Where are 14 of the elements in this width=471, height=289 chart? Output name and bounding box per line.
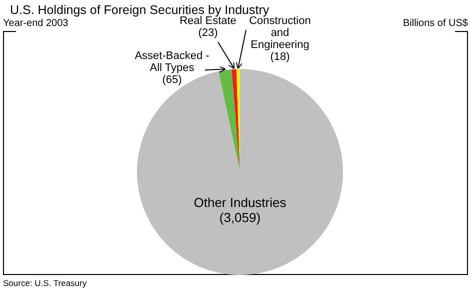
slice-label: Construction and Engineering <box>249 15 311 51</box>
data-label: (65) <box>162 74 182 86</box>
pie-slice <box>218 69 240 172</box>
source-note: Source: U.S. Treasury <box>3 278 88 288</box>
slice-label: Other Industries <box>194 195 287 210</box>
slice-label: Asset-Backed - All Types <box>134 50 210 74</box>
text: Year-end 2003 <box>3 18 69 29</box>
pie-slice <box>232 69 240 172</box>
slice-label: Real Estate <box>180 15 236 27</box>
text: Billions of US$ <box>402 18 468 29</box>
data-label: (18) <box>270 51 290 63</box>
data-label: (23) <box>198 27 218 39</box>
data-label: (3,059) <box>219 210 261 225</box>
chart-title: U.S. Holdings of Foreign Securities by Industry <box>10 3 270 17</box>
